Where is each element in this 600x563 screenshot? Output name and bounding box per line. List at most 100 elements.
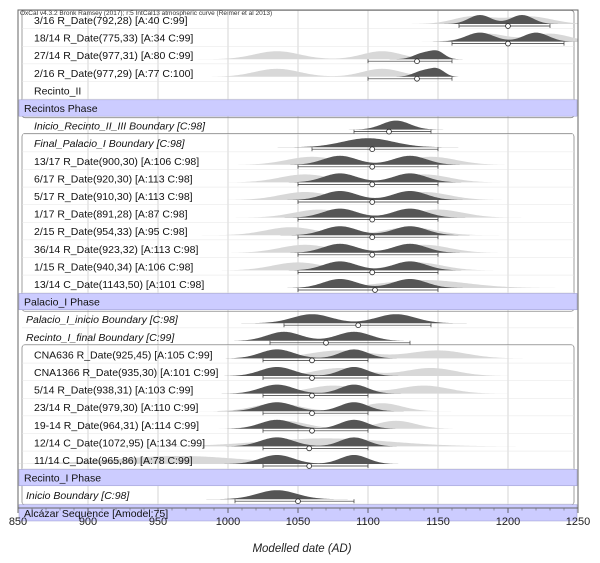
x-tick-label: 1000 — [216, 516, 240, 528]
row-label: Palacio_I_inicio Boundary [C:98] — [26, 314, 179, 326]
mean-marker — [369, 216, 376, 223]
prior-distribution — [18, 456, 578, 464]
posterior-distribution — [18, 314, 578, 324]
row-label: 2/15 R_Date(954,33) [A:95 C:98] — [34, 226, 188, 238]
row-label: 13/17 R_Date(900,30) [A:106 C:98] — [34, 156, 199, 168]
x-tick-label: 1050 — [286, 516, 310, 528]
row-date: CNA1366 R_Date(935,30) [A:101 C:99] — [18, 367, 578, 381]
phase-band — [18, 469, 578, 487]
row-phase: Palacio_I Phase — [18, 293, 578, 311]
row-label: 23/14 R_Date(979,30) [A:110 C:99] — [34, 402, 198, 414]
row-label: 36/14 R_Date(923,32) [A:113 C:98] — [34, 244, 198, 256]
mean-marker — [386, 128, 392, 135]
mean-marker — [369, 252, 376, 258]
row-label: CNA1366 R_Date(935,30) [A:101 C:99] — [34, 367, 219, 379]
mean-marker — [309, 392, 315, 399]
mean-marker — [295, 498, 301, 505]
mean-marker — [309, 410, 315, 417]
row-label: 12/14 C_Date(1072,95) [A:134 C:99] — [34, 437, 205, 449]
row-label: 13/14 C_Date(1143,50) [A:101 C:98] — [34, 279, 204, 291]
row-label: Recinto_I_final Boundary [C:99] — [26, 332, 175, 344]
posterior-distribution — [18, 490, 578, 500]
mean-marker — [369, 234, 376, 241]
mean-marker — [306, 445, 313, 452]
posterior-distribution — [18, 331, 578, 341]
posterior-distribution — [18, 419, 578, 429]
prior-distribution — [18, 51, 578, 60]
phase-label: Recintos Phase — [24, 103, 98, 115]
x-axis: 850 900 950 1000 1050 1100 1150 1200 1250 — [9, 508, 590, 528]
x-tick-label: 950 — [149, 516, 167, 528]
mean-marker — [309, 427, 315, 434]
posterior-distribution — [18, 15, 578, 24]
prior-distribution — [18, 368, 578, 376]
row-label: Inicio_Recinto_II_III Boundary [C:98] — [34, 121, 206, 133]
row-label: 6/17 R_Date(920,30) [A:113 C:98] — [34, 173, 193, 185]
phase-label: Palacio_I Phase — [24, 297, 100, 309]
row-phase: Recintos Phase — [18, 99, 578, 117]
x-tick-label: 850 — [9, 516, 27, 528]
row-date: 36/14 R_Date(923,32) [A:113 C:98] — [18, 243, 578, 258]
prior-distribution — [18, 350, 578, 359]
mean-marker — [306, 463, 313, 469]
row-date: 1/15 R_Date(940,34) [A:106 C:98] — [18, 261, 578, 276]
row-label: 11/14 C_Date(965,86) [A:78 C:99] — [34, 455, 193, 467]
row-date: 11/14 C_Date(965,86) [A:78 C:99] — [18, 455, 578, 469]
row-label: Inicio Boundary [C:98] — [26, 490, 130, 502]
row-boundary: Inicio_Recinto_II_III Boundary [C:98] — [18, 120, 578, 135]
x-tick-label: 1200 — [496, 516, 520, 528]
mean-marker — [369, 146, 376, 153]
x-tick-label: 1100 — [356, 516, 380, 528]
mean-marker — [505, 23, 511, 29]
row-label: 3/16 R_Date(792,28) [A:40 C:99] — [34, 15, 188, 27]
row-label: 5/17 R_Date(910,30) [A:113 C:98] — [34, 191, 193, 203]
row-label: 27/14 R_Date(977,31) [A:80 C:99] — [34, 50, 193, 62]
mean-marker — [309, 357, 315, 364]
row-label: CNA636 R_Date(925,45) [A:105 C:99] — [34, 349, 213, 361]
row-boundary: Recinto_I_final Boundary [C:99] — [18, 331, 578, 346]
row-date: 27/14 R_Date(977,31) [A:80 C:99] — [18, 50, 578, 65]
oxcal-header: OxCal v4.3.2 Bronk Ramsey (2017); r:5 In… — [20, 10, 272, 17]
posterior-distribution — [18, 349, 578, 359]
mean-marker — [414, 58, 420, 64]
prior-distribution — [18, 385, 578, 394]
row-date: 2/16 R_Date(977,29) [A:77 C:100] — [18, 67, 578, 82]
x-axis-label: Modelled date (AD) — [252, 543, 351, 555]
mean-marker — [372, 287, 378, 293]
row-date: CNA636 R_Date(925,45) [A:105 C:99] — [18, 349, 578, 364]
prior-distribution — [18, 68, 578, 77]
posterior-distribution — [18, 367, 578, 376]
posterior-distribution — [18, 455, 578, 464]
row-boundary: Final_Palacio_I Boundary [C:98] — [18, 138, 578, 153]
row-phase: Recinto_I Phase — [18, 469, 578, 487]
mean-marker — [369, 269, 376, 276]
row-boundary: Inicio Boundary [C:98] — [18, 490, 578, 505]
mean-marker — [369, 164, 376, 170]
posterior-distribution — [18, 50, 578, 60]
row-label: 1/15 R_Date(940,34) [A:106 C:98] — [34, 261, 193, 273]
phase-label: Recinto_I Phase — [24, 473, 101, 485]
row-date: 3/16 R_Date(792,28) [A:40 C:99] — [18, 15, 578, 29]
row-label: 2/16 R_Date(977,29) [A:77 C:100] — [34, 68, 193, 80]
row-label: 18/14 R_Date(775,33) [A:34 C:99] — [34, 33, 193, 45]
x-tick-label: 1150 — [426, 516, 450, 528]
row-date: 13/14 C_Date(1143,50) [A:101 C:98] — [18, 279, 578, 293]
row-date: 5/14 R_Date(938,31) [A:103 C:99] — [18, 384, 578, 399]
row-label: 19-14 R_Date(964,31) [A:114 C:99] — [34, 420, 199, 432]
row-date: 23/14 R_Date(979,30) [A:110 C:99] — [18, 402, 578, 417]
x-tick-label: 900 — [79, 516, 97, 528]
phase-band — [18, 293, 578, 311]
mean-marker — [309, 375, 315, 381]
posterior-distribution — [18, 402, 578, 412]
mean-marker — [323, 339, 329, 346]
row-date: 18/14 R_Date(775,33) [A:34 C:99] — [18, 32, 578, 47]
mean-marker — [414, 76, 420, 82]
row-date: 2/15 R_Date(954,33) [A:95 C:98] — [18, 226, 578, 241]
phase-band — [18, 99, 578, 117]
row-label: 5/14 R_Date(938,31) [A:103 C:99] — [34, 385, 193, 397]
plot-frame — [17, 9, 579, 509]
row-date: 6/17 R_Date(920,30) [A:113 C:98] — [18, 173, 578, 188]
phase-label: Alcázar Sequence [Amodel:75] — [24, 508, 168, 520]
